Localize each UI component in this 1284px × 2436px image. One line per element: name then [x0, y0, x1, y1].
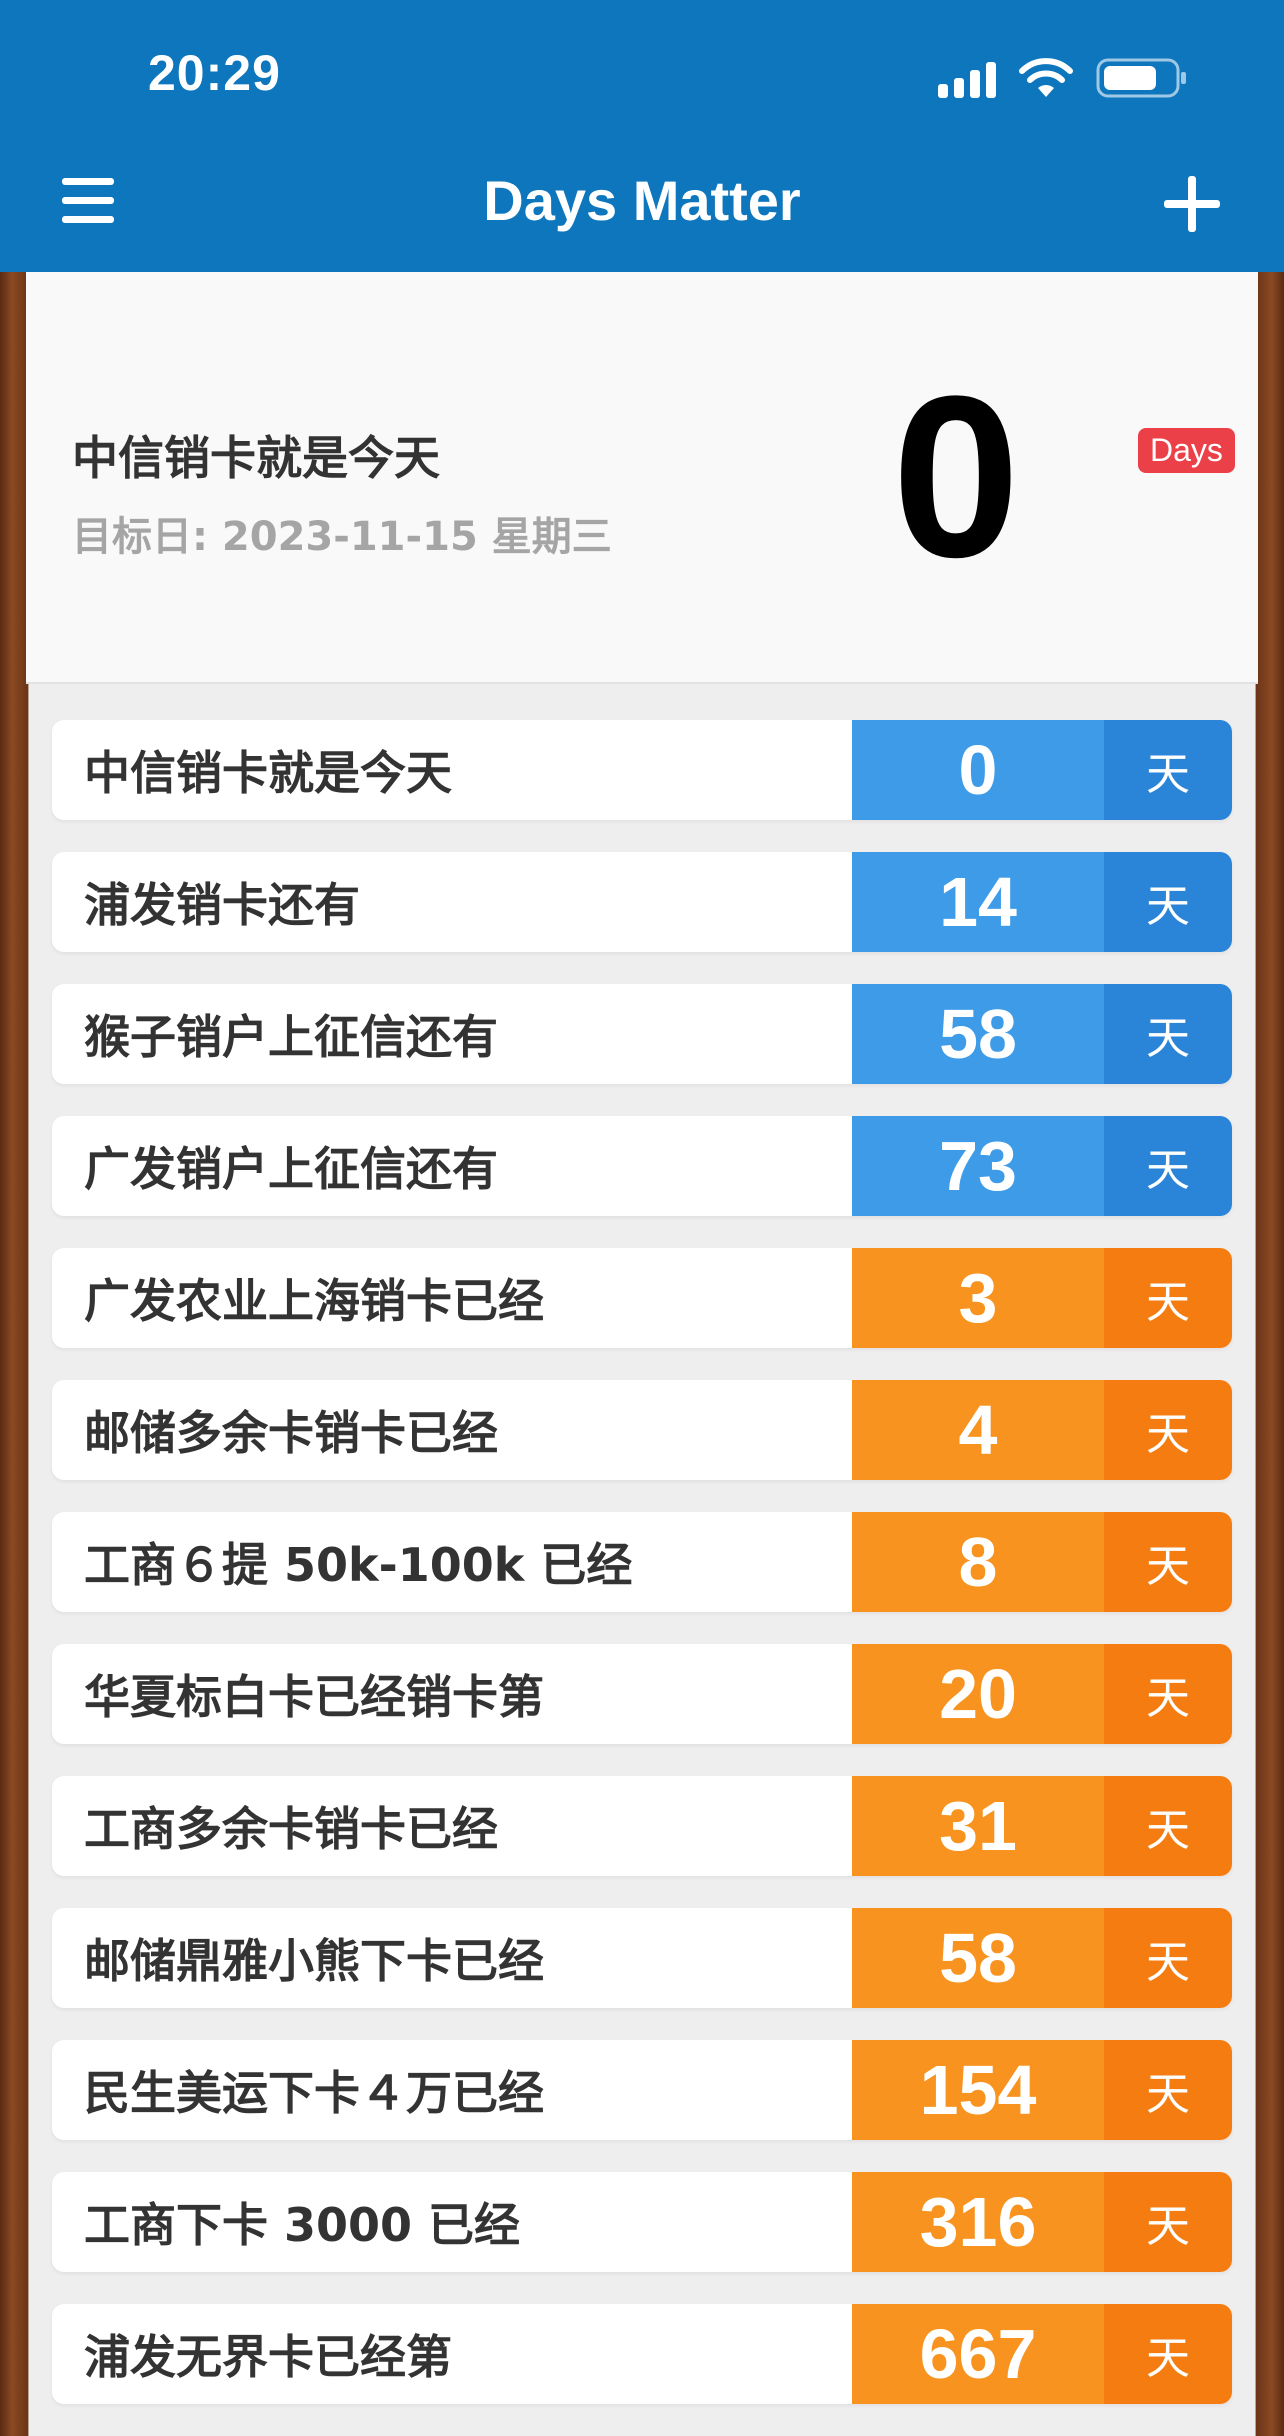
event-label: 浦发销卡还有 [84, 878, 360, 932]
event-label: 民生美运下卡４万已经 [84, 2066, 544, 2120]
event-label: 中信销卡就是今天 [84, 746, 452, 800]
event-days-unit: 天 [1104, 1776, 1232, 1876]
featured-event-title: 中信销卡就是今天 [72, 431, 440, 485]
event-days-count: 58 [852, 984, 1104, 1084]
event-days-count: 58 [852, 1908, 1104, 2008]
list-item[interactable]: 广发农业上海销卡已经 3 天 [52, 1248, 1232, 1348]
list-item[interactable]: 邮储多余卡销卡已经 4 天 [52, 1380, 1232, 1480]
event-days-count: 667 [852, 2304, 1104, 2404]
event-days-count: 14 [852, 852, 1104, 952]
menu-icon[interactable] [62, 178, 114, 224]
list-item[interactable]: 浦发销卡还有 14 天 [52, 852, 1232, 952]
status-icons [938, 50, 1188, 106]
status-time: 20:29 [148, 45, 281, 101]
list-item[interactable]: 浦发无界卡已经第 667 天 [52, 2304, 1232, 2404]
event-label: 邮储多余卡销卡已经 [84, 1406, 498, 1460]
event-label: 邮储鼎雅小熊下卡已经 [84, 1934, 544, 1988]
event-days-unit: 天 [1104, 1512, 1232, 1612]
event-label: 工商下卡 3000 已经 [84, 2198, 521, 2252]
event-days-unit: 天 [1104, 1644, 1232, 1744]
list-item[interactable]: 猴子销户上征信还有 58 天 [52, 984, 1232, 1084]
event-days-unit: 天 [1104, 2172, 1232, 2272]
battery-icon [1096, 57, 1188, 99]
event-days-count: 154 [852, 2040, 1104, 2140]
featured-event-days-count: 0 [892, 348, 1020, 605]
page-title: Days Matter [483, 169, 801, 232]
list-item[interactable]: 工商下卡 3000 已经 316 天 [52, 2172, 1232, 2272]
event-label: 广发农业上海销卡已经 [84, 1274, 544, 1328]
event-days-count: 20 [852, 1644, 1104, 1744]
event-days-unit: 天 [1104, 984, 1232, 1084]
list-item[interactable]: 广发销户上征信还有 73 天 [52, 1116, 1232, 1216]
list-item[interactable]: 工商６提 50k-100k 已经 8 天 [52, 1512, 1232, 1612]
event-days-count: 316 [852, 2172, 1104, 2272]
event-days-unit: 天 [1104, 1908, 1232, 2008]
list-item[interactable]: 中信销卡就是今天 0 天 [52, 720, 1232, 820]
event-label: 华夏标白卡已经销卡第 [84, 1670, 544, 1724]
event-days-unit: 天 [1104, 1116, 1232, 1216]
event-days-count: 0 [852, 720, 1104, 820]
list-item[interactable]: 工商多余卡销卡已经 31 天 [52, 1776, 1232, 1876]
list-item[interactable]: 华夏标白卡已经销卡第 20 天 [52, 1644, 1232, 1744]
event-days-unit: 天 [1104, 1380, 1232, 1480]
list-item[interactable]: 民生美运下卡４万已经 154 天 [52, 2040, 1232, 2140]
featured-event-card[interactable]: 中信销卡就是今天 目标日: 2023-11-15 星期三 0 Days [26, 272, 1258, 684]
list-item[interactable]: 邮储鼎雅小熊下卡已经 58 天 [52, 1908, 1232, 2008]
event-days-count: 31 [852, 1776, 1104, 1876]
event-label: 猴子销户上征信还有 [84, 1010, 498, 1064]
featured-event-target-date: 目标日: 2023-11-15 星期三 [72, 514, 612, 560]
event-label: 广发销户上征信还有 [84, 1142, 498, 1196]
event-label: 浦发无界卡已经第 [84, 2330, 452, 2384]
event-days-count: 73 [852, 1116, 1104, 1216]
event-days-count: 3 [852, 1248, 1104, 1348]
cellular-signal-icon [938, 58, 996, 98]
wifi-icon [1018, 57, 1074, 99]
event-days-unit: 天 [1104, 852, 1232, 952]
event-days-unit: 天 [1104, 2304, 1232, 2404]
event-days-unit: 天 [1104, 2040, 1232, 2140]
event-days-count: 8 [852, 1512, 1104, 1612]
event-label: 工商多余卡销卡已经 [84, 1802, 498, 1856]
event-days-count: 4 [852, 1380, 1104, 1480]
event-label: 工商６提 50k-100k 已经 [84, 1538, 633, 1592]
event-days-unit: 天 [1104, 1248, 1232, 1348]
top-bar: 20:29 Days Matter [0, 0, 1284, 272]
plus-icon[interactable] [1164, 176, 1220, 232]
event-list: 中信销卡就是今天 0 天浦发销卡还有 14 天猴子销户上征信还有 58 天广发销户上征信还有… [52, 720, 1232, 2436]
event-days-unit: 天 [1104, 720, 1232, 820]
days-badge: Days [1138, 428, 1235, 473]
